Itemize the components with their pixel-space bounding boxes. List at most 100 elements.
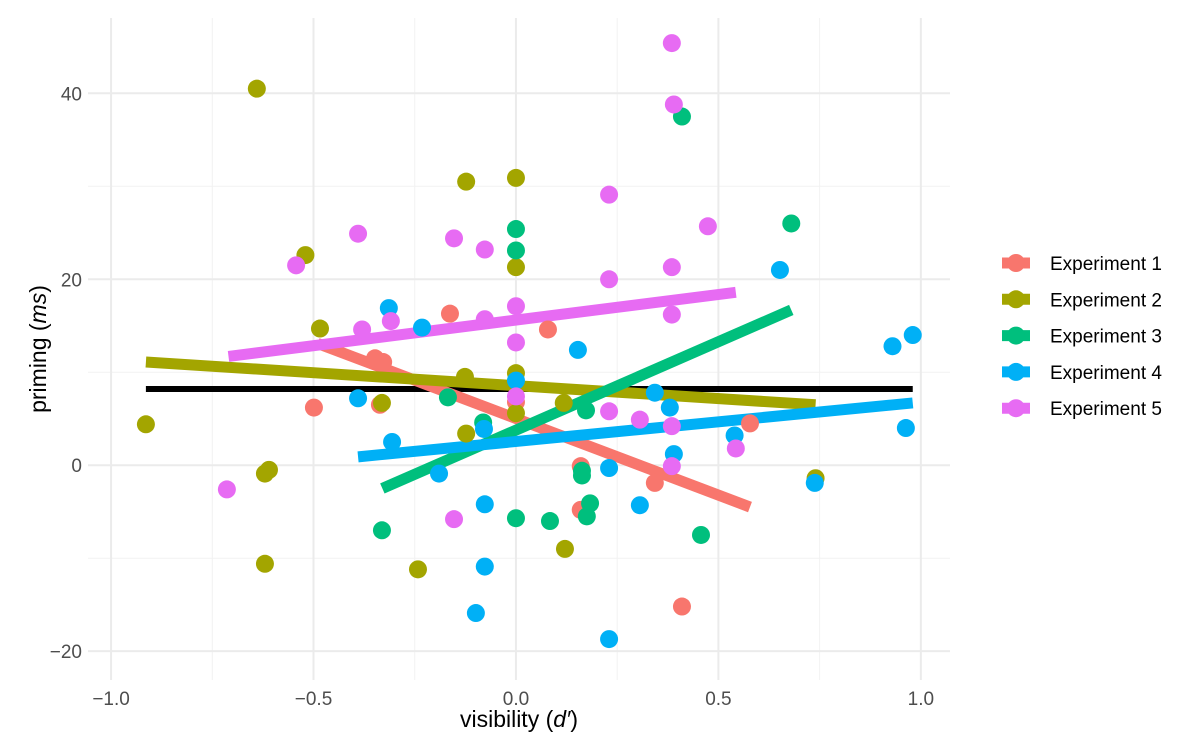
data-point-experiment-5 [349,224,368,243]
data-point-experiment-5 [475,310,494,329]
legend-label: Experiment 1 [1050,254,1162,275]
data-point-experiment-4 [645,383,664,402]
x-tick-label: 0.5 [705,689,731,710]
data-point-experiment-5 [287,256,306,275]
regression-line-experiment-3 [380,304,794,494]
data-point-experiment-5 [445,229,464,248]
data-point-experiment-2 [455,367,474,386]
data-point-experiment-4 [660,398,679,417]
data-point-experiment-3 [540,512,559,531]
y-tick-label: 0 [71,456,82,477]
legend-key-point [1007,254,1025,272]
data-point-experiment-5 [662,305,681,324]
legend-key-point [1007,326,1025,345]
legend-label: Experiment 2 [1050,290,1162,311]
data-point-experiment-4 [896,419,915,438]
data-point-experiment-4 [883,337,902,356]
data-point-experiment-5 [475,240,494,259]
data-point-experiment-4 [725,426,744,445]
data-point-experiment-4 [466,604,485,623]
data-point-experiment-5 [662,417,681,436]
data-point-experiment-5 [664,95,683,114]
data-point-experiment-4 [349,389,368,408]
data-point-experiment-4 [383,432,402,451]
data-point-experiment-2 [506,168,525,187]
legend-label: Experiment 4 [1050,363,1162,384]
data-point-experiment-2 [247,79,266,98]
x-tick-label: −0.5 [295,689,333,710]
legend-key-point [1007,290,1025,309]
data-point-experiment-3 [506,220,525,239]
data-point-experiment-2 [457,424,476,443]
regression-line-experiment-2 [145,356,816,411]
data-point-experiment-4 [630,496,649,515]
legend-label: Experiment 3 [1050,327,1162,348]
data-point-experiment-4 [413,318,432,337]
data-point-experiment-5 [506,387,525,406]
data-point-experiment-5 [600,402,619,421]
data-point-experiment-4 [430,464,449,483]
y-tick-label: −20 [50,642,82,663]
data-point-experiment-2 [506,404,525,423]
data-point-experiment-3 [577,401,596,420]
data-point-experiment-4 [568,340,587,359]
data-point-experiment-5 [381,312,400,331]
data-point-experiment-5 [445,510,464,529]
data-point-experiment-4 [475,557,494,576]
data-point-experiment-5 [353,320,372,339]
y-axis-label: priming (ms) [25,285,51,413]
data-point-experiment-3 [572,466,591,485]
data-point-experiment-1 [740,414,759,433]
y-tick-label: 40 [61,84,82,105]
data-points [136,34,922,649]
data-point-experiment-5 [662,34,681,53]
data-point-experiment-4 [475,495,494,514]
data-point-experiment-4 [600,630,619,649]
data-point-experiment-2 [259,460,278,479]
legend-label: Experiment 5 [1050,399,1162,420]
data-point-experiment-1 [672,597,691,616]
data-point-experiment-5 [600,185,619,204]
data-point-experiment-1 [304,398,323,417]
data-point-experiment-4 [805,473,824,492]
data-point-experiment-1 [374,353,393,372]
data-point-experiment-5 [600,270,619,289]
data-point-experiment-3 [782,214,801,233]
data-point-experiment-2 [457,172,476,191]
data-point-experiment-2 [554,393,573,412]
data-point-experiment-2 [506,258,525,277]
data-point-experiment-5 [217,480,236,499]
data-point-experiment-3 [691,525,710,544]
data-point-experiment-5 [662,457,681,476]
legend-key-point [1007,362,1025,381]
data-point-experiment-2 [255,554,274,573]
data-point-experiment-5 [698,217,717,236]
regression-line-experiment-4 [357,397,914,463]
data-point-experiment-4 [474,419,493,438]
data-point-experiment-3 [506,241,525,260]
data-point-experiment-5 [506,297,525,316]
data-point-experiment-3 [372,521,391,540]
data-point-experiment-5 [630,410,649,429]
data-point-experiment-4 [600,459,619,478]
data-point-experiment-2 [372,393,391,412]
x-tick-label: −1.0 [92,689,130,710]
x-tick-label: 0.0 [503,689,529,710]
data-point-experiment-2 [408,560,427,579]
data-point-experiment-4 [903,326,922,345]
data-point-experiment-1 [538,320,557,339]
axis-ticks: −1.0 −0.5 0.0 0.5 1.0 −20 0 20 40 [50,84,934,710]
data-point-experiment-5 [506,333,525,352]
y-tick-label: 20 [61,270,82,291]
data-point-experiment-3 [506,509,525,528]
data-point-experiment-1 [645,473,664,492]
data-point-experiment-2 [555,539,574,558]
data-point-experiment-2 [310,319,329,338]
data-point-experiment-3 [438,388,457,407]
x-tick-label: 1.0 [908,689,934,710]
x-axis-label: visibility (d′) [460,706,578,732]
data-point-experiment-3 [577,507,596,526]
legend: Experiment 1 Experiment 2 Experiment 3 Expe… [1002,254,1162,420]
legend-key-point [1007,399,1025,418]
